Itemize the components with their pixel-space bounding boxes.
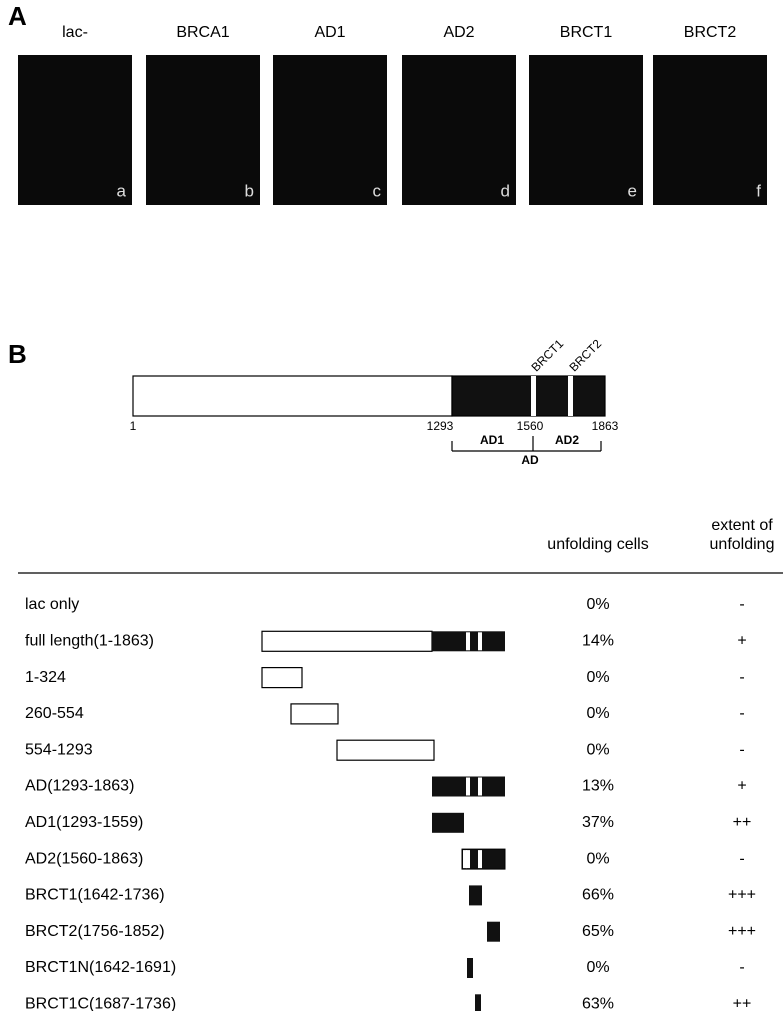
extent: - xyxy=(739,741,744,758)
unfolding-percent: 14% xyxy=(582,633,614,650)
stripe xyxy=(478,850,482,868)
extent: - xyxy=(739,669,744,686)
construct-name: lac only xyxy=(25,596,79,613)
construct-bar xyxy=(467,958,473,978)
unfolding-percent: 66% xyxy=(582,887,614,904)
construct-name: BRCT1C(1687-1736) xyxy=(25,996,176,1011)
construct-bar xyxy=(262,631,432,651)
figure: A B lac-a BRCA1 b AD1 c AD2 d BRCT1 e BRCT2 f 1 1293… xyxy=(0,0,783,1011)
micrograph xyxy=(402,55,516,205)
extent: + xyxy=(737,633,746,650)
unfolding-percent: 65% xyxy=(582,923,614,940)
construct-bar xyxy=(475,994,481,1011)
image-letter: d xyxy=(501,181,510,200)
unfolding-percent: 0% xyxy=(586,705,609,722)
column-header: unfolding xyxy=(710,536,775,553)
construct-bar xyxy=(337,740,434,760)
construct-name: BRCT2(1756-1852) xyxy=(25,923,165,940)
unfolding-percent: 0% xyxy=(586,959,609,976)
panel-label: A xyxy=(8,1,27,31)
image-title: BRCA1 xyxy=(176,24,229,41)
extent: - xyxy=(739,705,744,722)
construct-name: full length(1-1863) xyxy=(25,633,154,650)
image-title: BRCT2 xyxy=(684,24,737,41)
construct-name: BRCT1N(1642-1691) xyxy=(25,959,176,976)
micrograph xyxy=(529,55,643,205)
extent: - xyxy=(739,959,744,976)
stripe xyxy=(466,632,470,650)
region-label: AD1 xyxy=(480,433,504,447)
domain-label: BRCT2 xyxy=(566,336,604,374)
micrograph xyxy=(18,55,132,205)
extent: ++ xyxy=(733,996,752,1011)
position-label: 1560 xyxy=(517,419,544,433)
construct-name: 1-324 xyxy=(25,669,66,686)
construct-bar xyxy=(487,922,500,942)
unfolding-percent: 0% xyxy=(586,596,609,613)
column-header: extent of xyxy=(711,517,773,534)
construct-bar xyxy=(432,813,464,833)
image-letter: f xyxy=(756,181,761,200)
region-label: AD xyxy=(521,453,539,467)
image-title: lac- xyxy=(62,24,88,41)
stripe xyxy=(478,632,482,650)
extent: ++ xyxy=(733,814,752,831)
construct-bar xyxy=(262,668,302,688)
panel-label: B xyxy=(8,339,27,369)
position-label: 1293 xyxy=(427,419,454,433)
extent: +++ xyxy=(728,887,756,904)
construct-name: AD1(1293-1559) xyxy=(25,814,143,831)
construct-name: 260-554 xyxy=(25,705,84,722)
image-letter: a xyxy=(117,181,127,200)
image-title: AD2 xyxy=(443,24,474,41)
image-letter: b xyxy=(245,181,254,200)
image-title: AD1 xyxy=(314,24,345,41)
extent: - xyxy=(739,850,744,867)
unfolding-percent: 0% xyxy=(586,741,609,758)
domain-label: BRCT1 xyxy=(528,336,566,374)
construct-name: AD2(1560-1863) xyxy=(25,850,143,867)
construct-bar xyxy=(291,704,338,724)
column-header: unfolding cells xyxy=(547,536,648,553)
stripe xyxy=(466,778,470,796)
domain-diagram xyxy=(133,376,605,451)
image-title: BRCT1 xyxy=(560,24,613,41)
extent: + xyxy=(737,778,746,795)
extent: +++ xyxy=(728,923,756,940)
unfolding-percent: 13% xyxy=(582,778,614,795)
image-letter: e xyxy=(628,181,637,200)
position-label: 1 xyxy=(130,419,137,433)
micrograph xyxy=(146,55,260,205)
micrograph xyxy=(653,55,767,205)
stripe xyxy=(478,778,482,796)
construct-name: BRCT1(1642-1736) xyxy=(25,887,165,904)
region-label: AD2 xyxy=(555,433,579,447)
unfolding-percent: 37% xyxy=(582,814,614,831)
micrograph xyxy=(273,55,387,205)
construct-name: AD(1293-1863) xyxy=(25,778,134,795)
unfolding-percent: 0% xyxy=(586,850,609,867)
image-letter: c xyxy=(373,181,382,200)
extent: - xyxy=(739,596,744,613)
construct-name: 554-1293 xyxy=(25,741,93,758)
unfolding-percent: 63% xyxy=(582,996,614,1011)
stripe xyxy=(466,850,470,868)
unfolding-percent: 0% xyxy=(586,669,609,686)
position-label: 1863 xyxy=(592,419,619,433)
construct-bar xyxy=(469,885,482,905)
